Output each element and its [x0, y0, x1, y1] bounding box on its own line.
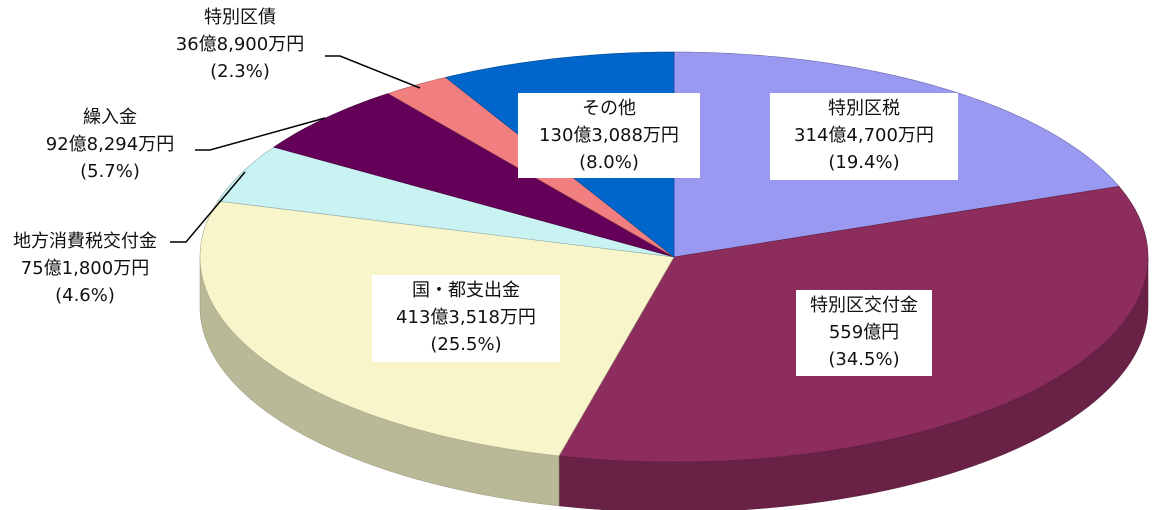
slice-name: 国・都支出金: [412, 280, 520, 301]
slice-amount: 36億8,900万円: [176, 34, 304, 55]
slice-percent: (19.4%): [828, 152, 899, 173]
slice-percent: (2.3%): [210, 61, 270, 82]
slice-percent: (4.6%): [55, 285, 115, 306]
slice-amount: 559億円: [829, 322, 899, 343]
slice: [217, 146, 675, 258]
leader-line: [325, 55, 421, 89]
slice-percent: (25.5%): [430, 334, 501, 355]
label-box: [796, 290, 932, 376]
label-box: [770, 93, 958, 180]
slice-name: 繰入金: [83, 107, 137, 128]
slice-percent: (8.0%): [579, 152, 639, 173]
slice-amount: 75億1,800万円: [21, 258, 149, 279]
slice-amount: 413億3,518万円: [396, 307, 536, 328]
slice-name: 地方消費税交付金: [13, 231, 157, 252]
label-box: [518, 93, 700, 178]
slice-name: 特別区債: [204, 7, 276, 28]
slice-percent: (34.5%): [828, 349, 899, 370]
slice: [273, 93, 675, 258]
slice-percent: (5.7%): [80, 161, 140, 182]
leader-line: [195, 117, 326, 151]
slice-name: 特別区税: [828, 98, 900, 119]
slice-name: 特別区交付金: [810, 295, 918, 316]
leader-line: [170, 171, 246, 243]
slice-amount: 314億4,700万円: [794, 125, 934, 146]
slice-amount: 92億8,294万円: [46, 134, 174, 155]
slice-amount: 130億3,088万円: [539, 125, 679, 146]
slice-name: その他: [582, 98, 636, 119]
label-box: [372, 275, 560, 362]
